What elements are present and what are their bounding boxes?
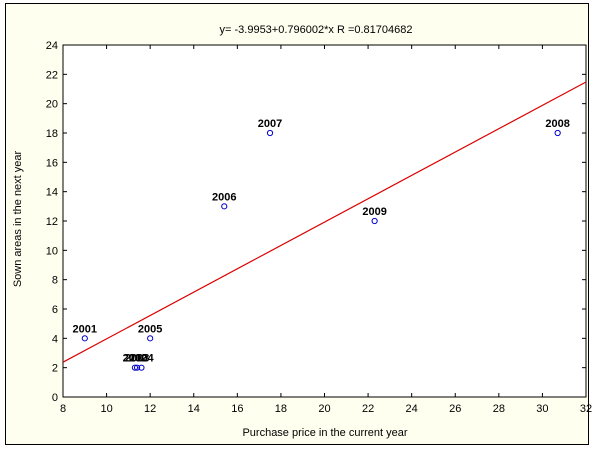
x-tick-label: 22	[362, 403, 374, 415]
y-tick-label: 14	[46, 187, 58, 199]
y-axis-label: Sown areas in the next year	[12, 150, 24, 287]
point-label: 2001	[73, 323, 97, 335]
x-tick-label: 10	[100, 403, 112, 415]
data-point	[131, 364, 139, 371]
x-tick-label: 18	[275, 403, 287, 415]
y-tick-label: 4	[52, 333, 58, 345]
point-label: 2003	[125, 353, 149, 365]
data-point	[147, 335, 154, 342]
plot-border	[62, 44, 587, 398]
y-tick-label: 2	[52, 363, 58, 375]
data-point	[221, 203, 228, 210]
y-tick-label: 10	[46, 245, 58, 257]
point-label: 2004	[129, 353, 154, 365]
x-tick-label: 12	[144, 403, 156, 415]
y-tick-label: 24	[46, 40, 58, 52]
x-tick-label: 24	[406, 403, 418, 415]
data-point	[554, 129, 561, 137]
x-tick-label: 32	[580, 403, 592, 415]
plot-area: 8 10 12 14 16 18 20 22 24 26 28 30 32024681012141618…	[46, 40, 592, 415]
data-point	[138, 364, 145, 371]
data-point	[266, 129, 274, 137]
y-tick-label: 6	[52, 304, 58, 316]
data-point	[371, 217, 378, 225]
x-tick-label: 8	[60, 403, 66, 415]
x-tick-label: 30	[536, 403, 548, 415]
point-label: 2002	[123, 353, 147, 365]
regression-line	[62, 81, 587, 363]
data-point	[81, 335, 88, 342]
x-tick-label: 26	[449, 403, 461, 415]
x-tick-label: 28	[493, 403, 505, 415]
point-label: 2006	[212, 191, 236, 203]
y-tick-label: 18	[46, 128, 58, 140]
x-tick-label: 16	[231, 403, 243, 415]
chart-title: y= -3.9953+0.796002*x R =0.81704682	[220, 24, 413, 36]
y-tick-label: 16	[46, 157, 58, 169]
y-tick-label: 22	[46, 69, 58, 81]
x-tick-label: 14	[188, 403, 200, 415]
y-tick-label: 8	[52, 275, 58, 287]
y-tick-label: 12	[46, 216, 58, 228]
point-label: 2005	[138, 323, 162, 335]
point-label: 2009	[362, 206, 386, 218]
point-label: 2008	[545, 118, 569, 130]
y-tick-label: 20	[46, 99, 58, 111]
x-tick-label: 20	[318, 403, 330, 415]
data-point	[133, 364, 141, 371]
y-tick-label: 0	[52, 392, 58, 404]
x-axis-label: Purchase price in the current year	[242, 427, 407, 439]
point-label: 2007	[258, 118, 282, 130]
